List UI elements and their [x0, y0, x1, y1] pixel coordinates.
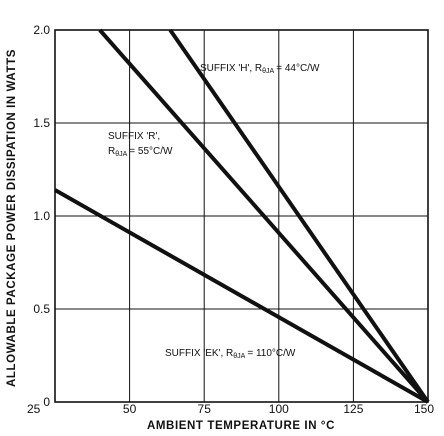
- y-tick-label: 0: [43, 395, 50, 409]
- series-line: [54, 188, 429, 404]
- series-line: [98, 28, 430, 404]
- annotation-h-subscript: θJA: [262, 68, 274, 75]
- annotation-suffix-ek: SUFFIX 'EK', RθJA = 110°C/W: [165, 348, 296, 360]
- y-tick-label: 2.0: [33, 23, 50, 37]
- x-tick-label: 150: [414, 402, 434, 416]
- annotation-r-text: SUFFIX 'R',: [108, 131, 160, 142]
- x-axis-title: AMBIENT TEMPERATURE IN °C: [147, 420, 335, 432]
- annotation-ek-value: = 110°C/W: [247, 348, 296, 359]
- y-tick-label: 1.5: [33, 116, 50, 130]
- annotation-r-value: = 55°C/W: [129, 146, 173, 157]
- x-tick-label: 25: [27, 402, 41, 416]
- annotation-suffix-r: SUFFIX 'R',: [108, 131, 160, 142]
- x-tick-label: 50: [123, 402, 137, 416]
- x-tick-label: 75: [198, 402, 212, 416]
- series-lines: [54, 28, 430, 404]
- x-tick-labels: 25 50 75 100 125 150: [27, 402, 434, 416]
- y-tick-label: 1.0: [33, 209, 50, 223]
- annotation-suffix-h: SUFFIX 'H', RθJA = 44°C/W: [200, 63, 320, 75]
- grid-lines: [55, 30, 428, 402]
- x-tick-label: 100: [269, 402, 289, 416]
- annotation-h-value: = 44°C/W: [276, 63, 320, 74]
- annotation-r-r: R: [108, 146, 115, 157]
- annotation-ek-subscript: θJA: [233, 353, 245, 360]
- annotation-r-subscript: θJA: [115, 151, 127, 158]
- y-tick-labels: 0 0.5 1.0 1.5 2.0: [33, 23, 50, 409]
- x-tick-label: 125: [343, 402, 363, 416]
- y-tick-label: 0.5: [33, 302, 50, 316]
- annotation-h-text: SUFFIX 'H', R: [200, 63, 262, 74]
- annotation-suffix-r-rating: RθJA = 55°C/W: [108, 146, 173, 158]
- y-axis-title: ALLOWABLE PACKAGE POWER DISSIPATION IN W…: [6, 49, 18, 387]
- series-line: [168, 28, 430, 404]
- annotation-ek-text: SUFFIX 'EK', R: [165, 348, 233, 359]
